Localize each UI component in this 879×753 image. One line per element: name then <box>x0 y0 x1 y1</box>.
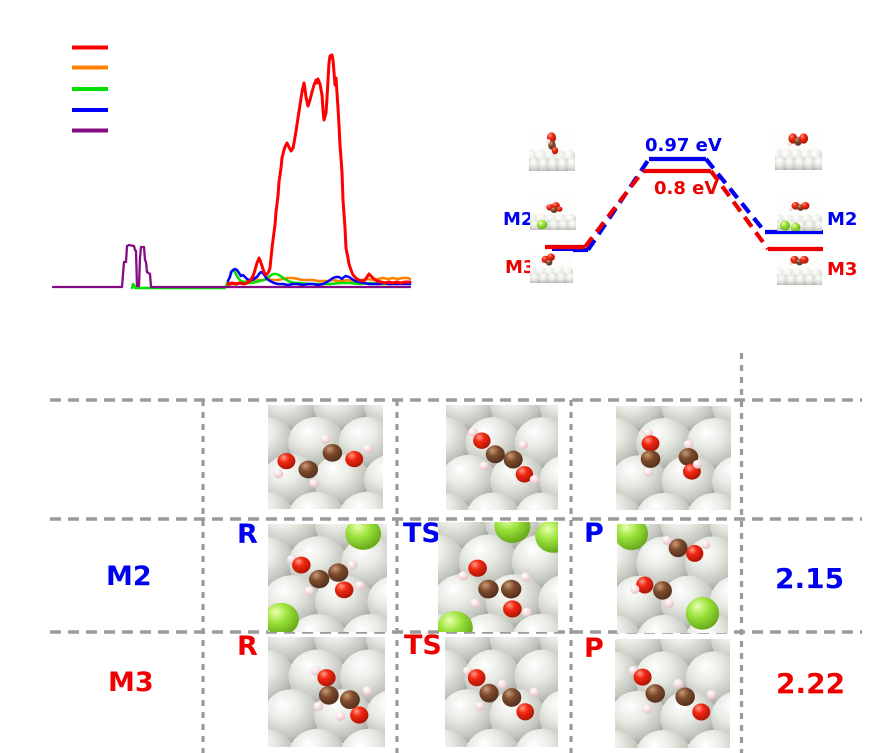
chart-traces <box>51 53 412 290</box>
col-label-m2-p: P <box>584 518 604 549</box>
inset-m2-right-image <box>777 198 822 231</box>
energy-connector-M3 <box>709 169 770 251</box>
state-label-m3-left: M3 <box>505 257 536 278</box>
inset-top-left-image <box>529 129 575 171</box>
legend-swatch-purple-series <box>72 128 108 133</box>
structure-m3-ts-image <box>445 637 558 747</box>
col-label-m2-ts: TS <box>403 518 441 549</box>
energy-connector-M3 <box>583 169 645 249</box>
structure-m2-p-image <box>617 524 728 633</box>
col-label-m3-r: R <box>237 631 258 662</box>
state-label-m3-right: M3 <box>827 259 858 280</box>
state-label-m2-left: M2 <box>503 209 534 230</box>
value-m3: 2.22 <box>776 667 846 700</box>
structure-m3-r-image <box>268 637 385 747</box>
energy-connector-M2 <box>586 157 651 252</box>
state-label-m2-right: M2 <box>827 209 858 230</box>
col-label-m3-p: P <box>584 633 604 664</box>
row-label-m2: M2 <box>106 561 152 592</box>
trace-orange-series <box>226 276 412 287</box>
col-label-m2-r: R <box>237 519 258 550</box>
barrier-label-m2: 0.97 eV <box>645 135 722 156</box>
structure-row1-ts-image <box>446 405 558 510</box>
value-m2: 2.15 <box>775 562 845 595</box>
trace-purple-series <box>51 243 412 289</box>
inset-top-right-image <box>775 128 822 170</box>
structure-row1-p-image <box>616 406 731 510</box>
inset-m2-left-image <box>530 198 576 230</box>
chart-legend <box>72 45 108 133</box>
legend-swatch-red-series <box>72 45 108 50</box>
structure-m2-r-image <box>268 524 387 632</box>
row-label-m3: M3 <box>108 667 154 698</box>
legend-swatch-green-series <box>72 87 108 91</box>
energy-connector-M2 <box>704 157 767 234</box>
structure-m2-ts-image <box>438 522 558 632</box>
inset-m3-right-image <box>777 252 822 285</box>
legend-swatch-orange-series <box>72 65 108 70</box>
structure-m3-p-image <box>615 639 730 748</box>
barrier-label-m3: 0.8 eV <box>654 178 719 199</box>
energy-profile-lines <box>545 156 823 253</box>
inset-m3-left-image <box>530 251 573 283</box>
legend-swatch-blue-series <box>72 108 108 112</box>
trace-blue-series <box>226 267 412 287</box>
structure-row1-r-image <box>268 405 383 509</box>
trace-red-series <box>226 53 412 286</box>
col-label-m3-ts: TS <box>404 630 442 661</box>
